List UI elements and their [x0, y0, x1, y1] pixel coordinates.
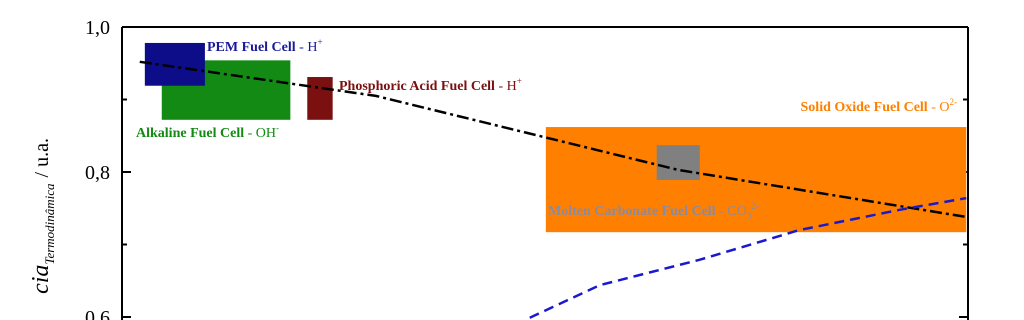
ion: H	[307, 40, 317, 55]
box-label: Solid Oxide Fuel Cell - O2-	[801, 97, 957, 115]
range-box	[144, 42, 205, 86]
y-tick-label: 1,0	[85, 17, 110, 39]
ion: H	[507, 79, 517, 94]
ion-sub: 3	[747, 211, 752, 221]
ion: CO	[727, 204, 746, 219]
range-box	[656, 145, 700, 180]
box-name: Phosphoric Acid Fuel Cell	[339, 79, 495, 94]
range-box	[545, 127, 967, 233]
separator: -	[928, 100, 940, 115]
ion-charge: -	[276, 123, 279, 133]
y-axis-label: ciaTermodinâmica / u.a.	[28, 138, 57, 294]
y-label-sub: Termodinâmica	[42, 183, 57, 265]
box-label: Alkaline Fuel Cell - OH-	[136, 123, 279, 141]
y-tick-label: 0,8	[85, 162, 110, 184]
ion: OH	[256, 126, 276, 141]
box-name: Solid Oxide Fuel Cell	[801, 100, 928, 115]
y-label-unit: / u.a.	[31, 138, 53, 177]
efficiency-line	[139, 60, 967, 219]
box-name: Molten Carbonate Fuel Cell	[548, 204, 716, 219]
separator: -	[296, 40, 308, 55]
separator: -	[716, 204, 728, 219]
y-tick-label: 0,6	[85, 307, 110, 320]
box-label: PEM Fuel Cell - H+	[207, 37, 323, 55]
box-label: Molten Carbonate Fuel Cell - CO32-	[548, 201, 759, 221]
range-box	[307, 77, 333, 120]
box-name: Alkaline Fuel Cell	[136, 126, 244, 141]
separator: -	[495, 79, 507, 94]
efficiency-line	[529, 196, 967, 319]
ion-charge: 2-	[751, 201, 759, 211]
ion-charge: 2-	[950, 97, 958, 107]
ion: O	[939, 100, 949, 115]
y-label-main: cia	[28, 265, 54, 294]
ion-charge: +	[517, 76, 522, 86]
box-label: Phosphoric Acid Fuel Cell - H+	[339, 76, 522, 94]
separator: -	[244, 126, 256, 141]
ion-charge: +	[317, 37, 322, 47]
box-name: PEM Fuel Cell	[207, 40, 296, 55]
